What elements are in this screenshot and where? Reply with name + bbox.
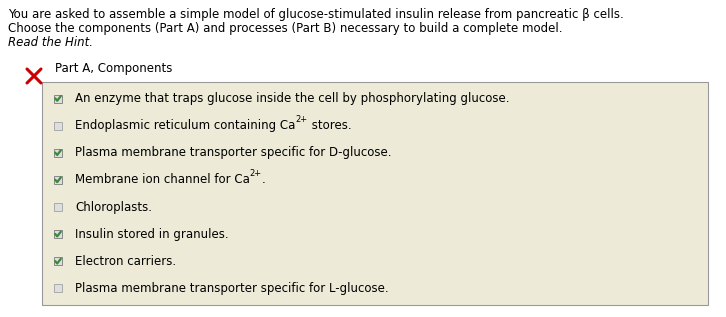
FancyBboxPatch shape [42, 82, 708, 305]
Text: Choose the components (Part A) and processes (Part B) necessary to build a compl: Choose the components (Part A) and proce… [8, 22, 563, 35]
Text: Chloroplasts.: Chloroplasts. [75, 201, 152, 214]
Text: You are asked to assemble a simple model of glucose-stimulated insulin release f: You are asked to assemble a simple model… [8, 8, 624, 21]
FancyBboxPatch shape [54, 176, 62, 184]
Text: Part A, Components: Part A, Components [55, 62, 172, 75]
Text: Insulin stored in granules.: Insulin stored in granules. [75, 228, 229, 241]
Text: Read the Hint.: Read the Hint. [8, 36, 93, 49]
FancyBboxPatch shape [54, 284, 62, 293]
Text: .: . [262, 173, 266, 186]
Text: An enzyme that traps glucose inside the cell by phosphorylating glucose.: An enzyme that traps glucose inside the … [75, 92, 510, 105]
Text: Plasma membrane transporter specific for D-glucose.: Plasma membrane transporter specific for… [75, 146, 391, 159]
FancyBboxPatch shape [54, 203, 62, 211]
Text: 2+: 2+ [250, 170, 262, 178]
Text: Electron carriers.: Electron carriers. [75, 255, 176, 268]
Text: stores.: stores. [308, 119, 351, 132]
Text: Endoplasmic reticulum containing Ca: Endoplasmic reticulum containing Ca [75, 119, 295, 132]
FancyBboxPatch shape [54, 149, 62, 157]
Text: 2+: 2+ [295, 115, 308, 124]
FancyBboxPatch shape [54, 257, 62, 265]
FancyBboxPatch shape [54, 122, 62, 130]
FancyBboxPatch shape [54, 230, 62, 238]
Text: Plasma membrane transporter specific for L-glucose.: Plasma membrane transporter specific for… [75, 282, 388, 295]
Text: Membrane ion channel for Ca: Membrane ion channel for Ca [75, 173, 250, 186]
FancyBboxPatch shape [54, 94, 62, 103]
